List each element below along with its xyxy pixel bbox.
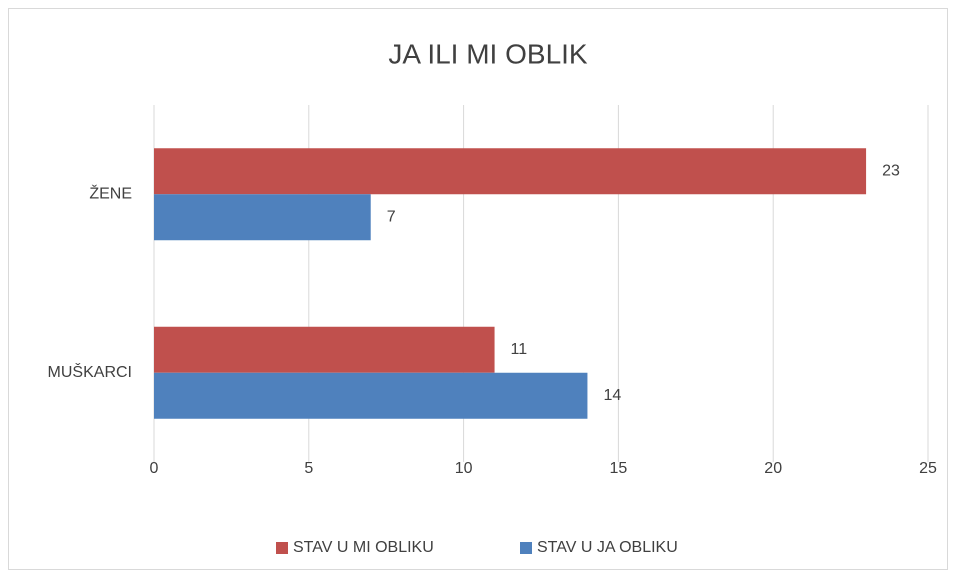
bar xyxy=(154,194,371,241)
legend-swatch xyxy=(276,542,288,554)
x-tick-label: 20 xyxy=(764,460,782,477)
data-label: 14 xyxy=(603,387,621,404)
y-tick-label: ŽENE xyxy=(89,183,132,202)
chart-border xyxy=(8,8,948,570)
chart-title: JA ILI MI OBLIK xyxy=(388,38,588,69)
x-tick-label: 15 xyxy=(610,460,628,477)
legend-swatch xyxy=(520,542,532,554)
x-tick-label: 10 xyxy=(455,460,473,477)
data-label: 7 xyxy=(387,208,396,225)
bar xyxy=(154,372,588,419)
x-tick-label: 0 xyxy=(150,460,159,477)
data-label: 11 xyxy=(511,341,528,358)
x-tick-label: 25 xyxy=(919,460,937,477)
bar xyxy=(154,148,867,195)
data-label: 23 xyxy=(882,162,900,179)
legend-label: STAV U JA OBLIKU xyxy=(537,539,678,556)
bar xyxy=(154,326,495,373)
legend-label: STAV U MI OBLIKU xyxy=(293,539,434,556)
x-tick-label: 5 xyxy=(304,460,313,477)
y-tick-label: MUŠKARCI xyxy=(48,362,132,381)
